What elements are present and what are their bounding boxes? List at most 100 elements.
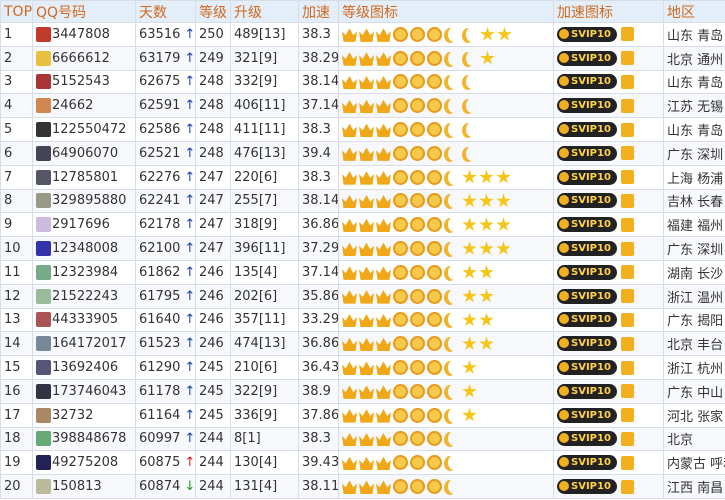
- sun-icon: [427, 241, 442, 257]
- level-icons: [342, 455, 462, 471]
- speed-icon-cell: SVIP10: [553, 307, 664, 333]
- sun-icon: [393, 431, 408, 447]
- qq-number: 150813: [52, 479, 102, 495]
- upgrade-cell: 406[11]: [230, 93, 299, 119]
- level-icons-cell: [338, 140, 554, 166]
- level-cell: 247: [195, 212, 231, 238]
- table-row: 6 64906070 62521 ↑ 248 476[13] 39.4 SVIP10 广东 深圳: [0, 140, 725, 166]
- days: 63179: [139, 50, 181, 66]
- days-cell: 61523 ↑: [135, 331, 196, 357]
- year-icon: [620, 431, 634, 446]
- svip-label: SVIP10: [557, 479, 617, 495]
- sun-icon: [410, 169, 425, 185]
- qq-cell: 6666612: [32, 45, 136, 71]
- table-row: 18 398848678 60997 ↑ 244 8[1] 38.3 SVIP10 北京: [0, 426, 725, 452]
- qq-number: 122550472: [52, 122, 127, 138]
- avatar: [36, 74, 51, 90]
- crown-icon: [342, 194, 357, 209]
- trend-arrow: ↑: [184, 360, 196, 376]
- sun-icon: [393, 50, 408, 66]
- days: 63516: [139, 26, 181, 42]
- svip-badge: SVIP10: [557, 193, 634, 209]
- region-cell: 江西 南昌: [663, 474, 725, 499]
- crown-icon: [359, 52, 374, 66]
- region-cell: 福建 福州: [663, 212, 725, 238]
- sun-icon: [393, 407, 408, 423]
- crown-icon: [342, 480, 357, 495]
- year-icon: [620, 51, 634, 66]
- level-icons-cell: [338, 212, 554, 238]
- days: 62521: [139, 145, 181, 161]
- sun-icon: [410, 431, 425, 447]
- moon-icon: [448, 241, 460, 256]
- rank-cell: 1: [0, 22, 33, 47]
- star-icon: [462, 241, 477, 255]
- svip-badge: SVIP10: [557, 383, 634, 399]
- svip-badge: SVIP10: [557, 145, 634, 161]
- qq-number: 49275208: [52, 455, 119, 471]
- rank-cell: 5: [0, 117, 33, 142]
- rank-cell: 7: [0, 164, 33, 190]
- upgrade-cell: 357[11]: [230, 307, 299, 333]
- days-cell: 61178 ↑: [135, 378, 196, 404]
- year-icon: [620, 265, 634, 280]
- year-icon: [620, 98, 634, 113]
- region-cell: 广东 揭阳: [663, 307, 725, 333]
- speed-icon-cell: SVIP10: [553, 93, 664, 119]
- crown-icon: [376, 218, 391, 233]
- level-icons: [342, 74, 480, 90]
- level-icons-cell: [338, 331, 554, 357]
- crown-icon: [342, 147, 357, 161]
- avatar: [36, 431, 51, 447]
- level-cell: 248: [195, 117, 231, 142]
- trend-arrow: ↑: [184, 383, 196, 399]
- crown-icon: [376, 28, 391, 42]
- level-cell: 246: [195, 331, 231, 357]
- rank-cell: 10: [0, 236, 33, 261]
- sun-icon: [410, 455, 425, 471]
- sun-icon: [393, 336, 408, 352]
- crown-icon: [359, 313, 374, 328]
- crown-icon: [342, 28, 357, 42]
- qq-cell: 164172017: [32, 331, 136, 357]
- crown-icon: [359, 432, 374, 447]
- moon-icon: [466, 27, 478, 42]
- days: 60997: [139, 431, 181, 447]
- avatar: [36, 145, 51, 161]
- svip-badge: SVIP10: [557, 431, 634, 447]
- qq-cell: 398848678: [32, 426, 136, 452]
- days-cell: 61640 ↑: [135, 307, 196, 333]
- trend-arrow: ↑: [184, 122, 196, 138]
- crown-icon: [342, 218, 357, 233]
- year-icon: [620, 27, 634, 42]
- speed-cell: 38.3: [298, 426, 339, 452]
- trend-arrow: ↓: [184, 479, 196, 495]
- level-icons-cell: [338, 378, 554, 404]
- speed-cell: 38.9: [298, 378, 339, 404]
- svip-label: SVIP10: [557, 193, 617, 209]
- region-cell: 广东 中山: [663, 378, 725, 404]
- rank-cell: 12: [0, 283, 33, 309]
- star-icon: [462, 312, 477, 327]
- year-icon: [620, 312, 634, 327]
- year-icon: [620, 289, 634, 304]
- days-cell: 60997 ↑: [135, 426, 196, 452]
- speed-cell: 36.86: [298, 212, 339, 238]
- crown-icon: [342, 456, 357, 471]
- header-cell: 天数: [135, 0, 196, 23]
- star-icon: [462, 407, 477, 422]
- star-icon: [462, 360, 477, 374]
- sun-icon: [427, 264, 442, 280]
- svip-label: SVIP10: [557, 122, 617, 138]
- year-icon: [620, 360, 634, 375]
- level-cell: 247: [195, 236, 231, 261]
- upgrade-cell: 130[4]: [230, 450, 299, 476]
- sun-icon: [410, 407, 425, 423]
- region-cell: 江苏 无锡: [663, 93, 725, 119]
- sun-icon: [427, 193, 442, 209]
- qq-cell: 13692406: [32, 355, 136, 380]
- table-row: 9 2917696 62178 ↑ 247 318[9] 36.86 SVIP10 福建 福州: [0, 212, 725, 238]
- svip-badge: SVIP10: [557, 122, 634, 138]
- upgrade-cell: 322[9]: [230, 378, 299, 404]
- days: 62276: [139, 169, 181, 185]
